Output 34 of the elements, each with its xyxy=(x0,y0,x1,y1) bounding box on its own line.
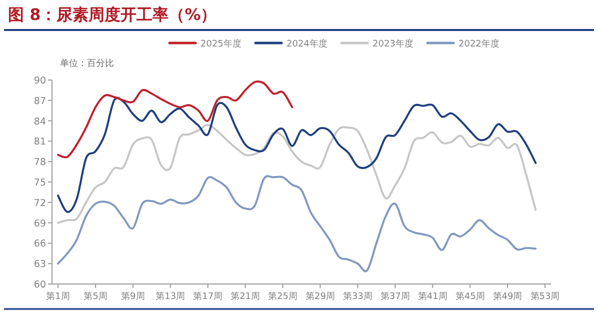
y-tick-label: 78 xyxy=(34,157,46,168)
x-tick-label: 第9周 xyxy=(121,291,145,302)
x-tick-label: 第5周 xyxy=(84,291,108,302)
x-tick-label: 第37周 xyxy=(380,291,410,302)
legend-label: 2023年度 xyxy=(372,38,414,50)
x-tick-label: 第13周 xyxy=(156,291,186,302)
y-tick-label: 66 xyxy=(34,238,46,250)
x-tick-label: 第49周 xyxy=(492,291,522,302)
line-series xyxy=(57,80,294,158)
y-tick-label: 69 xyxy=(34,218,46,230)
y-tick-label: 60 xyxy=(34,280,46,290)
chart-title: 图 8：尿素周度开工率（%） xyxy=(8,5,217,24)
x-tick-label: 第1周 xyxy=(46,291,70,302)
y-tick-label: 72 xyxy=(34,198,46,209)
y-tick-label: 63 xyxy=(34,259,46,270)
y-tick-label: 90 xyxy=(34,76,46,86)
y-axis-title: 单位：百分比 xyxy=(60,58,114,69)
legend-label: 2024年度 xyxy=(286,38,328,50)
legend-label: 2022年度 xyxy=(458,38,500,50)
x-tick-label: 第45周 xyxy=(455,291,485,302)
line-series xyxy=(57,175,537,272)
legend-label: 2025年度 xyxy=(200,38,242,50)
x-tick-label: 第25周 xyxy=(268,291,298,302)
x-tick-label: 第29周 xyxy=(306,291,335,302)
line-series xyxy=(57,124,537,224)
x-tick-label: 第41周 xyxy=(418,291,448,302)
y-tick-label: 75 xyxy=(34,178,46,188)
x-tick-label: 第33周 xyxy=(342,291,372,302)
x-tick-label: 第53周 xyxy=(530,291,560,302)
y-tick-label: 84 xyxy=(34,116,46,128)
y-tick-label: 87 xyxy=(34,96,46,107)
y-tick-label: 81 xyxy=(34,136,46,148)
x-tick-label: 第21周 xyxy=(230,291,260,302)
x-tick-label: 第17周 xyxy=(193,291,223,302)
